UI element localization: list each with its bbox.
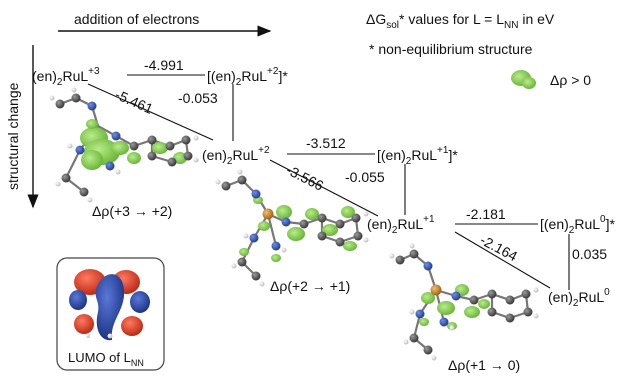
- energy-label-e4: -3.512: [306, 135, 346, 151]
- energy-label-e5: -0.055: [345, 169, 385, 185]
- lumo-panel: LUMO of LNN: [56, 257, 165, 371]
- species-ru-plus3: (en)2RuL+3: [32, 66, 100, 88]
- vertical-axis-label: structural change: [5, 82, 21, 190]
- molecule-plus1-to-0: [389, 243, 539, 361]
- connector-3-to-2: [87, 83, 214, 141]
- legend-title: ΔGsol* values for L = LNN in eV: [366, 11, 555, 31]
- caption-plus2-to-plus1: Δρ(+2 → +1): [270, 278, 350, 294]
- molecule-plus3-to-plus2: [49, 87, 199, 203]
- energy-label-e2: -0.053: [178, 90, 218, 106]
- species-ru-0-star: [(en)2RuL0]*: [540, 214, 615, 236]
- lumo-caption: LUMO of LNN: [68, 350, 144, 368]
- caption-plus3-to-plus2: Δρ(+3 → +2): [92, 203, 172, 219]
- energy-label-e3: -5.461: [113, 86, 156, 117]
- species-ru-0: (en)2RuL0: [548, 287, 610, 309]
- connector-lines: [87, 74, 570, 290]
- species-ru-plus2-star: [(en)2RuL+2]*: [207, 66, 288, 88]
- connector-2-to-1: [269, 159, 379, 217]
- energy-label-e1: -4.991: [144, 57, 184, 73]
- lumo-orbital-image: [69, 269, 150, 341]
- energy-label-e9: -2.164: [478, 232, 521, 265]
- legend-note: * non-equilibrium structure: [369, 41, 533, 57]
- density-legend-label: Δρ > 0: [550, 72, 591, 88]
- energy-label-e6: -3.566: [284, 161, 327, 193]
- connector-1-to-0: [454, 231, 551, 289]
- molecule-plus2-to-plus1: [215, 169, 369, 287]
- species-ru-plus1: (en)2RuL+1: [367, 214, 435, 236]
- density-legend-swatch: [511, 70, 536, 89]
- species-ru-plus1-star: [(en)2RuL+1]*: [377, 145, 458, 167]
- energy-label-e8: 0.035: [572, 246, 607, 262]
- species-ru-plus2: (en)2RuL+2: [202, 145, 270, 167]
- horizontal-axis-label: addition of electrons: [74, 11, 199, 27]
- caption-plus1-to-0: Δρ(+1 → 0): [448, 357, 520, 373]
- axis-arrows: [27, 25, 272, 209]
- energy-label-e7: -2.181: [466, 206, 506, 222]
